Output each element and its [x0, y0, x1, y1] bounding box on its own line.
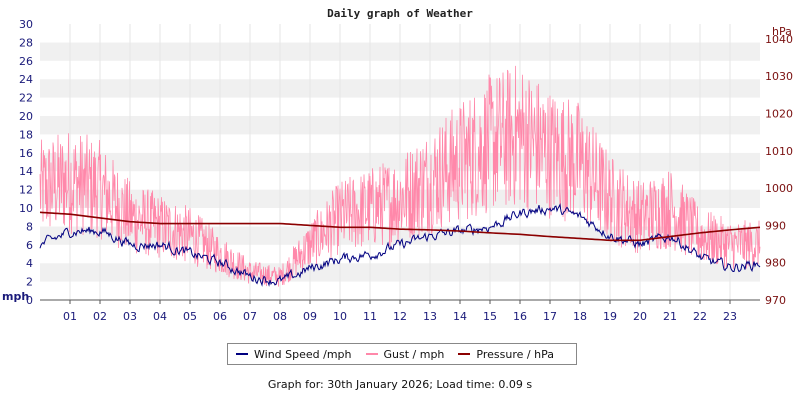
y-left-tick-label: 18 — [19, 128, 33, 141]
legend: Wind Speed /mph Gust / mph Pressure / hP… — [227, 343, 577, 365]
x-tick-label: 23 — [723, 310, 737, 323]
x-tick-label: 03 — [123, 310, 137, 323]
legend-label-gust: Gust / mph — [383, 347, 445, 361]
legend-item-pressure: Pressure / hPa — [458, 348, 554, 361]
y-left-tick-label: 12 — [19, 184, 33, 197]
y-left-tick-label: 10 — [19, 202, 33, 215]
x-tick-label: 13 — [423, 310, 437, 323]
y-left-tick-label: 14 — [19, 165, 33, 178]
y-left-tick-label: 26 — [19, 55, 33, 68]
x-tick-label: 08 — [273, 310, 287, 323]
y-left-tick-label: 20 — [19, 110, 33, 123]
legend-label-pressure: Pressure / hPa — [476, 347, 554, 361]
y-left-tick-label: 28 — [19, 36, 33, 49]
y-right-tick-label: 970 — [765, 294, 786, 307]
series-wind-line — [39, 203, 761, 287]
legend-label-wind: Wind Speed /mph — [254, 347, 352, 361]
y-left-tick-label: 30 — [19, 18, 33, 31]
y-right-tick-label: 1000 — [765, 182, 793, 195]
y-right-tick-label: 990 — [765, 219, 786, 232]
x-tick-label: 09 — [303, 310, 317, 323]
y-left-tick-label: 4 — [26, 257, 33, 270]
y-left-tick-label: 22 — [19, 92, 33, 105]
y-left-tick-label: 8 — [26, 220, 33, 233]
y-left-tick-label: 24 — [19, 73, 33, 86]
x-tick-label: 18 — [573, 310, 587, 323]
right-axis-unit: hPa — [772, 25, 792, 38]
x-tick-label: 22 — [693, 310, 707, 323]
y-right-tick-label: 1010 — [765, 145, 793, 158]
x-tick-label: 02 — [93, 310, 107, 323]
x-tick-label: 17 — [543, 310, 557, 323]
x-tick-label: 05 — [183, 310, 197, 323]
x-tick-label: 11 — [363, 310, 377, 323]
series-pressure-line — [39, 211, 761, 242]
x-tick-label: 21 — [663, 310, 677, 323]
legend-item-gust: Gust / mph — [365, 347, 445, 361]
x-tick-label: 19 — [603, 310, 617, 323]
legend-item-wind: Wind Speed /mph — [236, 348, 352, 361]
x-tick-label: 14 — [453, 310, 467, 323]
x-tick-label: 07 — [243, 310, 257, 323]
x-tick-label: 10 — [333, 310, 347, 323]
chart-title: Daily graph of Weather — [327, 7, 473, 20]
y-right-tick-label: 1020 — [765, 108, 793, 121]
x-tick-label: 20 — [633, 310, 647, 323]
series-gust-line — [39, 65, 761, 287]
y-left-tick-label: 2 — [26, 276, 33, 289]
legend-swatch-gust — [365, 353, 378, 355]
legend-swatch-pressure — [458, 353, 471, 355]
x-tick-label: 06 — [213, 310, 227, 323]
footer-status: Graph for: 30th January 2026; Load time:… — [267, 378, 533, 391]
y-left-tick-label: 6 — [26, 239, 33, 252]
x-tick-label: 15 — [483, 310, 497, 323]
legend-swatch-wind — [236, 353, 248, 355]
x-tick-label: 16 — [513, 310, 527, 323]
y-right-tick-label: 1040 — [765, 33, 793, 46]
y-left-tick-label: 0 — [26, 294, 33, 307]
left-axis-unit: mph — [2, 290, 29, 303]
x-tick-label: 12 — [393, 310, 407, 323]
y-left-tick-label: 16 — [19, 147, 33, 160]
y-right-tick-label: 1030 — [765, 70, 793, 83]
x-tick-label: 04 — [153, 310, 167, 323]
y-right-tick-label: 980 — [765, 257, 786, 270]
x-tick-label: 01 — [63, 310, 77, 323]
